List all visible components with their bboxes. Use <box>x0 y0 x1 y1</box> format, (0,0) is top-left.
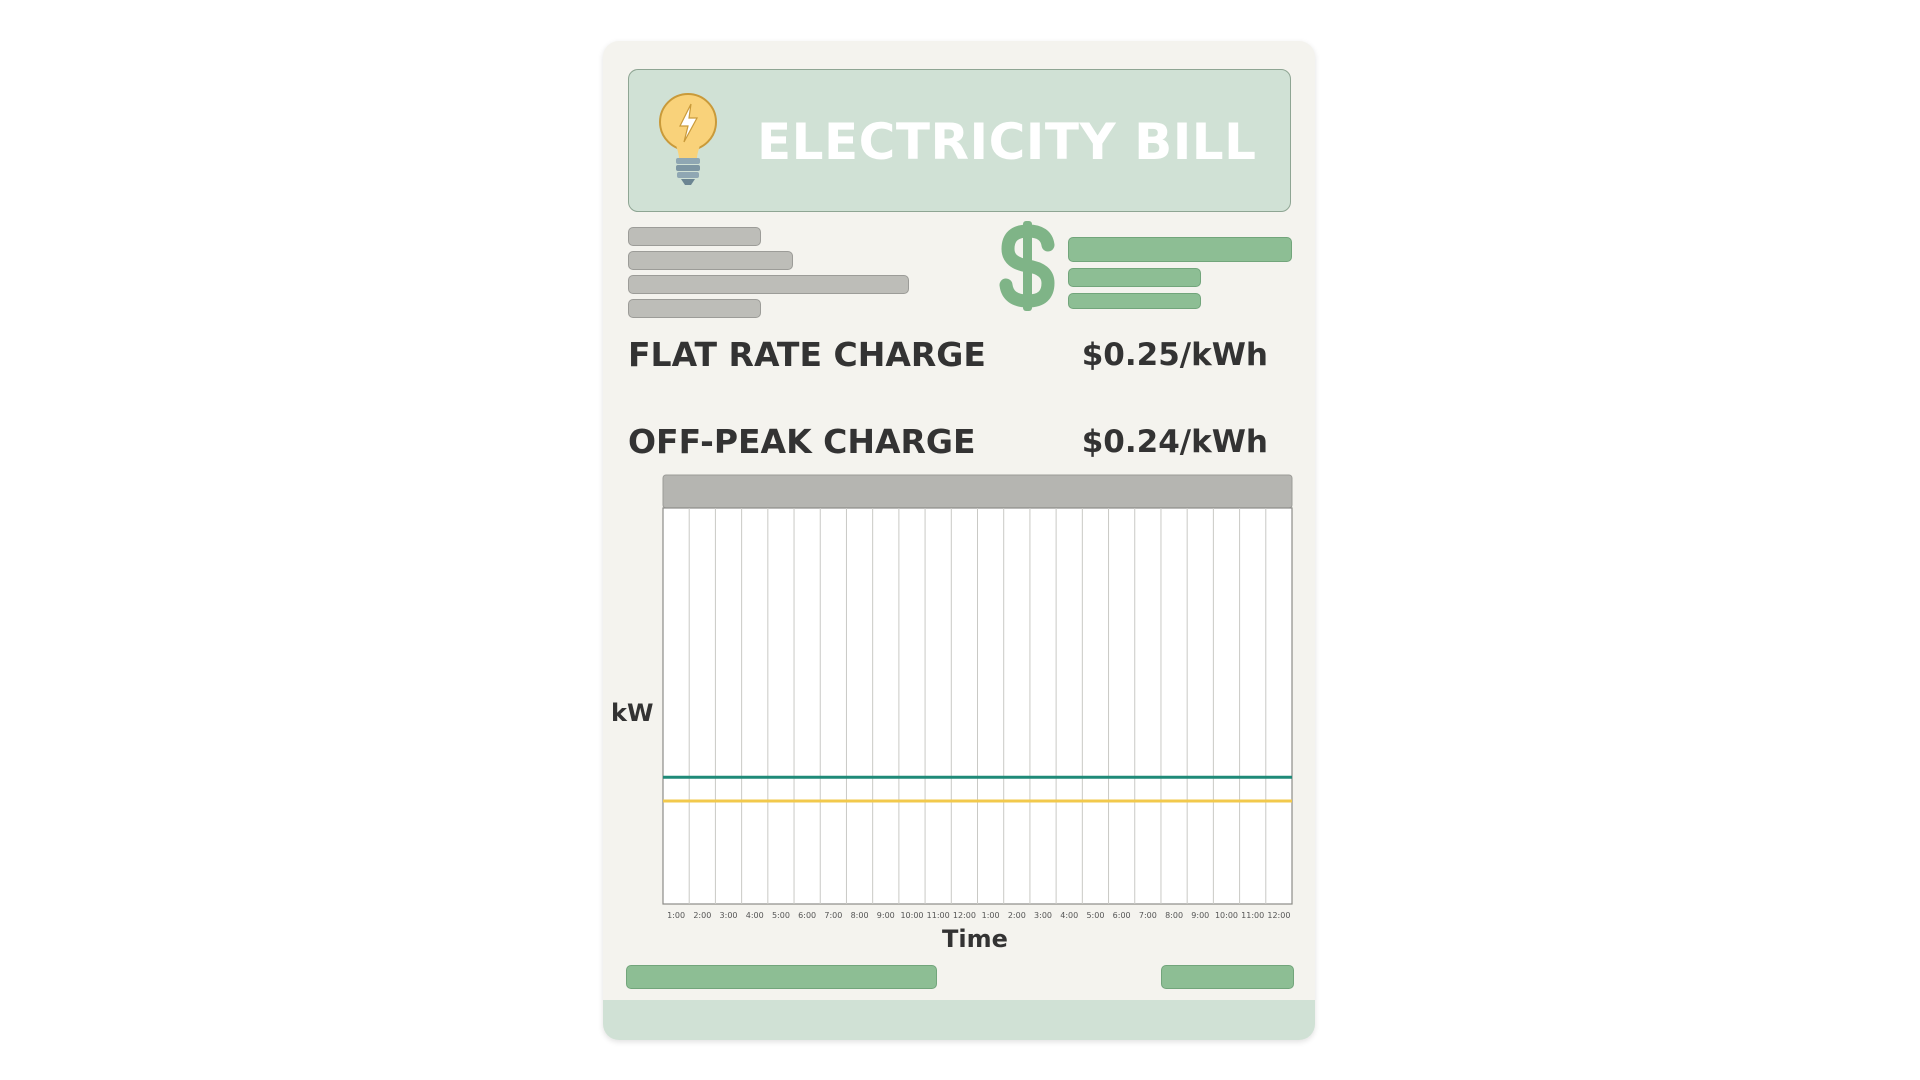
x-tick-label: 6:00 <box>1113 911 1131 920</box>
x-tick-label: 9:00 <box>877 911 895 920</box>
x-tick-label: 4:00 <box>746 911 764 920</box>
x-tick-label: 7:00 <box>824 911 842 920</box>
dollar-icon <box>999 221 1055 311</box>
account-info-line <box>628 299 761 318</box>
x-axis-label: Time <box>942 925 1008 953</box>
footer-bar <box>1161 965 1294 989</box>
x-tick-label: 8:00 <box>1165 911 1183 920</box>
off-peak-charge-value: $0.24/kWh <box>1081 424 1268 460</box>
account-info-line <box>628 275 909 294</box>
x-tick-label: 2:00 <box>693 911 711 920</box>
x-tick-label: 1:00 <box>982 911 1000 920</box>
x-tick-label: 12:00 <box>953 911 976 920</box>
x-tick-label: 5:00 <box>772 911 790 920</box>
amount-detail-bar <box>1068 268 1201 287</box>
usage-chart: 1:00 2:00 3:00 4:00 5:00 6:00 7:00 8:00 9:00 10:0… <box>611 474 1293 953</box>
lightbulb-icon <box>659 93 717 185</box>
amount-due-bar <box>1068 237 1292 262</box>
bill-title: ELECTRICITY BILL <box>757 113 1257 171</box>
off-peak-charge-label: OFF-PEAK CHARGE <box>628 422 976 461</box>
x-tick-label: 4:00 <box>1060 911 1078 920</box>
x-tick-label: 5:00 <box>1086 911 1104 920</box>
bill-header: ELECTRICITY BILL <box>628 69 1291 212</box>
account-info-line <box>628 251 793 270</box>
footer-bar <box>626 965 937 989</box>
x-tick-label: 7:00 <box>1139 911 1157 920</box>
x-tick-label: 6:00 <box>798 911 816 920</box>
x-tick-label: 9:00 <box>1191 911 1209 920</box>
x-tick-label: 12:00 <box>1267 911 1290 920</box>
x-tick-label: 3:00 <box>720 911 738 920</box>
x-tick-label: 2:00 <box>1008 911 1026 920</box>
x-tick-label: 1:00 <box>667 911 685 920</box>
x-tick-label: 10:00 <box>900 911 923 920</box>
amount-detail-bar <box>1068 293 1201 309</box>
flat-rate-charge-value: $0.25/kWh <box>1081 337 1268 373</box>
bill-footer <box>603 1000 1315 1040</box>
x-tick-label: 8:00 <box>851 911 869 920</box>
x-tick-label: 11:00 <box>1241 911 1264 920</box>
electricity-bill: ELECTRICITY BILL FLAT RATE CHARGE $0.25/… <box>603 41 1315 1040</box>
flat-rate-charge-label: FLAT RATE CHARGE <box>628 335 986 374</box>
account-info-line <box>628 227 761 246</box>
x-tick-label: 10:00 <box>1215 911 1238 920</box>
x-tick-label: 11:00 <box>927 911 950 920</box>
y-axis-label: kW <box>611 699 653 727</box>
chart-header-bar <box>662 474 1293 509</box>
x-tick-label: 3:00 <box>1034 911 1052 920</box>
